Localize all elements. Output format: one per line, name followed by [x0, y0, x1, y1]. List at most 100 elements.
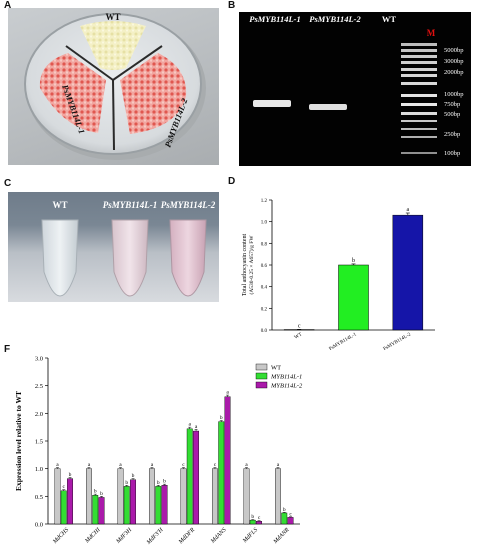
- divider-line: [112, 79, 115, 151]
- divider-line: [112, 45, 163, 81]
- gel-lane-label: PsMYB114L-1: [249, 14, 300, 24]
- significance-letter: b: [220, 415, 223, 421]
- y-tick-label: 0.5: [35, 494, 43, 501]
- significance-letter: c: [298, 323, 301, 329]
- x-tick-label: MdANS: [210, 527, 228, 545]
- y-tick-label: 2.0: [35, 411, 43, 418]
- bar-mdf3h-s1: [123, 486, 130, 525]
- ladder-label: 1000bp: [444, 91, 464, 98]
- tube-line1: [111, 219, 149, 297]
- significance-letter: a: [245, 462, 248, 468]
- gel-image: PsMYB114L-1 PsMYB114L-2 WT M 5000bp 3000…: [239, 12, 471, 166]
- x-tick-label: MdCHS: [52, 527, 71, 546]
- y-tick-label: 3.0: [35, 356, 43, 363]
- significance-letter: a: [226, 390, 229, 396]
- significance-letter: a: [189, 422, 192, 428]
- ladder-label: 500bp: [444, 111, 460, 118]
- bar-mdans-s1: [218, 421, 225, 525]
- x-tick-label: MdF3H: [115, 527, 134, 546]
- bar-mdf3h-s0: [117, 468, 124, 525]
- legend-label: MYB114L-1: [270, 374, 302, 381]
- panel-letter-a: A: [4, 0, 12, 11]
- wt-callus: [80, 21, 146, 70]
- panel-letter-c: C: [4, 178, 12, 189]
- bar-mdanr-s2: [287, 517, 294, 525]
- panel-letter-d: D: [228, 176, 236, 187]
- bar-mdanr-s1: [281, 512, 288, 525]
- y-tick-label: 2.5: [35, 383, 43, 390]
- tube-wt: [41, 219, 79, 297]
- y-tick-label: 0.0: [35, 522, 43, 529]
- petri-dish-photo: WT PsMYB114L-1 PsMYB114L-2: [8, 8, 219, 165]
- significance-letter: b: [283, 507, 286, 513]
- marker-label: M: [427, 28, 436, 38]
- tube-line2: [169, 219, 207, 297]
- significance-letter: b: [251, 514, 254, 520]
- bar-mddfr-s1: [186, 428, 193, 525]
- x-tick-label: MdF3'H: [145, 527, 165, 547]
- panel-letter-b: B: [228, 0, 236, 11]
- bar-mdfls-s2: [256, 521, 262, 525]
- significance-letter: b: [125, 480, 128, 486]
- significance-letter: c: [289, 511, 292, 517]
- significance-letter: a: [277, 462, 280, 468]
- y-tick-label: 0.0: [261, 329, 268, 334]
- bar-mdf3h-s2: [161, 485, 168, 525]
- bar-mdfls-s1: [249, 519, 256, 525]
- bar-psmyb114l-1: [338, 264, 369, 331]
- ladder-label: 250bp: [444, 131, 460, 138]
- panel-letter-f: F: [4, 344, 11, 355]
- divider-line: [65, 45, 114, 81]
- bar-mdchs-s1: [60, 490, 67, 525]
- significance-letter: b: [157, 480, 160, 486]
- bar-mddfr-s2: [193, 430, 200, 525]
- y-tick-label: 0.6: [261, 264, 268, 269]
- y-tick-label: 1.0: [35, 466, 43, 473]
- bar-mdchi-s1: [92, 495, 99, 525]
- significance-letter: b: [69, 472, 72, 478]
- significance-letter: a: [195, 424, 198, 430]
- tube-label: PsMYB114L-2: [161, 200, 216, 210]
- gel-band: [309, 104, 347, 110]
- gel-lane-label: WT: [382, 14, 397, 24]
- significance-letter: b: [163, 479, 166, 485]
- ladder-lane: [401, 43, 437, 154]
- ladder-label: 100bp: [444, 150, 460, 157]
- x-tick-label: MdDFR: [177, 527, 196, 546]
- tubes-photo: WT PsMYB114L-1 PsMYB114L-2: [8, 192, 219, 302]
- line1-callus: [39, 53, 106, 133]
- y-axis-label: Expression level relative to WT: [14, 391, 23, 491]
- significance-letter: a: [56, 462, 59, 468]
- y-tick-label: 0.8: [261, 242, 268, 247]
- bar-mdf3h-s0: [148, 468, 155, 525]
- x-tick-label: MdANR: [272, 527, 291, 546]
- label-wt: WT: [105, 12, 120, 22]
- significance-letter: c: [182, 462, 185, 468]
- legend-swatch: [255, 381, 268, 389]
- line2-callus: [120, 53, 187, 134]
- x-tick-label: MdCHI: [84, 526, 103, 545]
- x-tick-label: MdFLS: [241, 527, 259, 545]
- ladder-label: 5000bp: [444, 47, 464, 54]
- bar-psmyb114l-2: [392, 214, 424, 331]
- y-tick-label: 0.4: [261, 286, 268, 291]
- bar-mdf3h-s1: [155, 486, 162, 525]
- tube-label: PsMYB114L-1: [103, 200, 158, 210]
- tube-label: WT: [52, 200, 67, 210]
- x-tick-label: WT: [294, 332, 303, 340]
- chart-d: 0.0 0.2 0.4 0.6 0.8 1.0 1.2 Total anthocyanin c…: [242, 199, 435, 350]
- significance-letter: a: [406, 207, 409, 213]
- legend-label: MYB114L-2: [270, 383, 303, 390]
- chart-f: 0.0 0.5 1.0 1.5 2.0 2.5 3.0 Expression level re…: [14, 356, 303, 547]
- bar-mddfr-s0: [180, 468, 187, 525]
- y-axis-label: (A530-0.25 × A657)/g FW: [248, 235, 255, 295]
- ladder-label: 3000bp: [444, 58, 464, 65]
- significance-letter: b: [94, 489, 97, 495]
- bar-mdans-s0: [211, 468, 218, 525]
- significance-letter: b: [100, 491, 103, 497]
- significance-letter: c: [63, 484, 66, 490]
- bar-mdans-s2: [224, 396, 231, 525]
- bar-mdchs-s2: [67, 478, 74, 525]
- bar-mdf3h-s2: [130, 479, 137, 525]
- y-tick-label: 1.5: [35, 439, 43, 446]
